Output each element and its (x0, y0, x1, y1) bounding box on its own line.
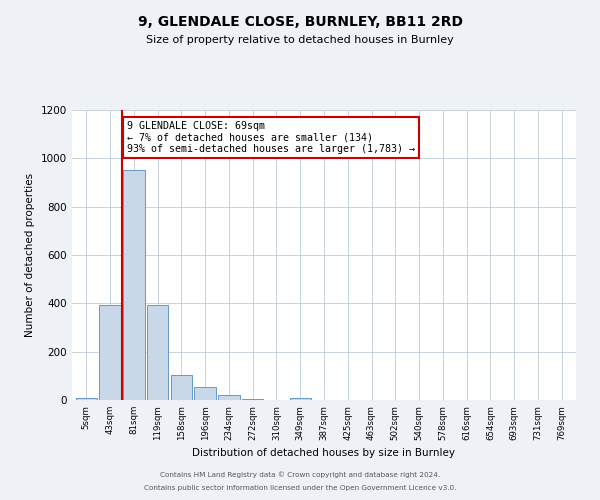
Bar (290, 398, 311, 400)
Bar (100, 304, 121, 400)
Bar (147, 304, 168, 400)
Bar (123, 170, 145, 400)
Text: Contains public sector information licensed under the Open Government Licence v3: Contains public sector information licen… (144, 485, 456, 491)
Y-axis label: Number of detached properties: Number of detached properties (25, 173, 35, 337)
Bar (194, 386, 216, 400)
Bar (218, 394, 239, 400)
Bar (242, 399, 263, 400)
Bar (170, 374, 192, 400)
Text: 9, GLENDALE CLOSE, BURNLEY, BB11 2RD: 9, GLENDALE CLOSE, BURNLEY, BB11 2RD (137, 15, 463, 29)
Text: 9 GLENDALE CLOSE: 69sqm
← 7% of detached houses are smaller (134)
93% of semi-de: 9 GLENDALE CLOSE: 69sqm ← 7% of detached… (127, 121, 415, 154)
Text: Contains HM Land Registry data © Crown copyright and database right 2024.: Contains HM Land Registry data © Crown c… (160, 471, 440, 478)
Bar (76, 398, 97, 400)
X-axis label: Distribution of detached houses by size in Burnley: Distribution of detached houses by size … (193, 448, 455, 458)
Text: Size of property relative to detached houses in Burnley: Size of property relative to detached ho… (146, 35, 454, 45)
